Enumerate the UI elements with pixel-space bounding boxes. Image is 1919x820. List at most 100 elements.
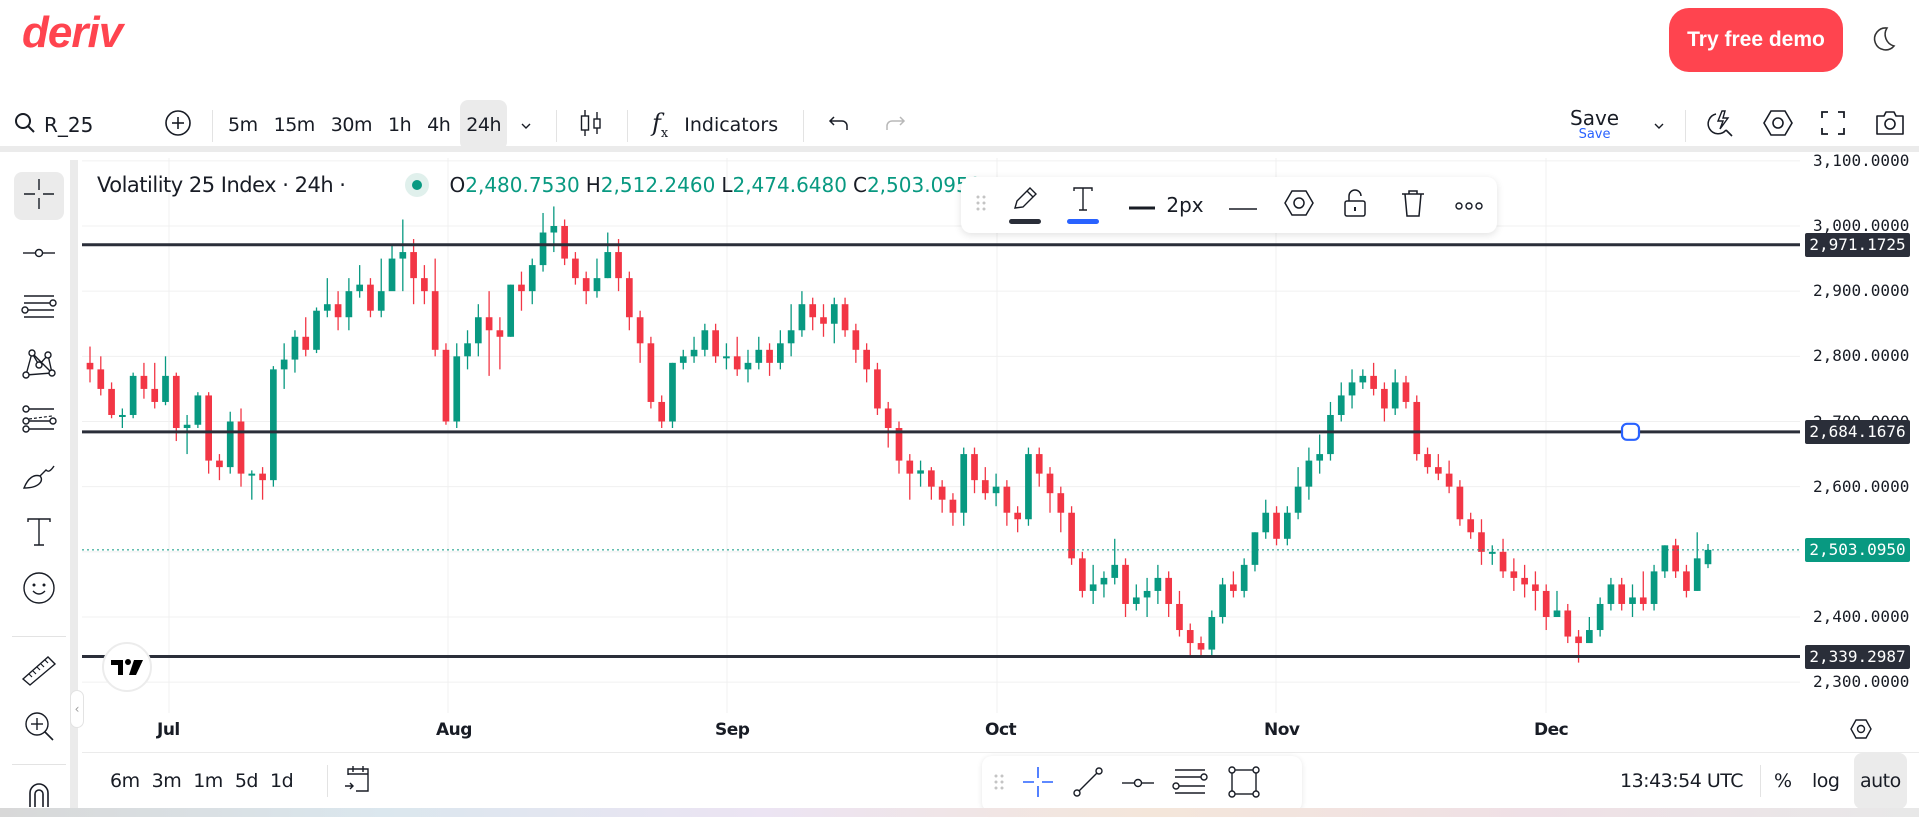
percent-scale-toggle[interactable]: % <box>1774 770 1792 792</box>
candlestick-plot[interactable] <box>82 158 1919 752</box>
timeframe-1h[interactable]: 1h <box>387 114 412 136</box>
settings-button[interactable] <box>1762 100 1794 150</box>
pattern-tool[interactable] <box>14 342 64 390</box>
symbol-search[interactable]: R_25 <box>14 100 93 150</box>
timeframe-group: 5m 15m 30m 1h 4h 24h <box>222 100 533 150</box>
delete-button[interactable] <box>1393 177 1433 233</box>
save-dropdown[interactable] <box>1652 100 1666 150</box>
quick-search-button[interactable] <box>1706 100 1736 150</box>
price-tick: 2,800.0000 <box>1813 346 1910 366</box>
search-icon <box>14 112 36 139</box>
close-label: C <box>852 173 867 197</box>
timeframe-24h[interactable]: 24h <box>460 100 507 150</box>
go-to-date-button[interactable] <box>342 753 372 809</box>
log-scale-toggle[interactable]: log <box>1812 770 1840 792</box>
timeframe-5m[interactable]: 5m <box>228 114 258 136</box>
channel-tool[interactable] <box>1168 756 1212 812</box>
rectangle-tool[interactable] <box>1222 756 1266 812</box>
low-value: 2,474.6480 <box>732 173 847 197</box>
chevron-down-icon[interactable] <box>519 114 533 136</box>
channel-tool[interactable] <box>14 286 64 334</box>
current-price-label: 2,503.0950 <box>1805 537 1910 562</box>
parallel-lines-icon <box>1171 766 1209 802</box>
fib-tool[interactable] <box>14 398 64 446</box>
crosshair-tool[interactable] <box>1016 756 1060 812</box>
horizontal-line-tool[interactable] <box>1116 756 1160 812</box>
divider <box>12 636 66 637</box>
text-icon <box>24 516 54 552</box>
chevron-down-icon <box>1652 114 1666 136</box>
try-free-demo-button[interactable]: Try free demo <box>1669 8 1843 72</box>
pencil-icon <box>1011 186 1039 216</box>
indicators-button[interactable]: fx Indicators <box>652 100 778 150</box>
text-color-button[interactable] <box>1063 177 1103 233</box>
save-button[interactable]: Save Save <box>1570 100 1619 150</box>
line-width-icon <box>1128 196 1156 215</box>
more-options-button[interactable] <box>1449 177 1489 233</box>
line-color-swatch <box>1009 219 1041 224</box>
divider <box>556 110 557 142</box>
more-horizontal-icon <box>1454 196 1484 215</box>
horizontal-line-price-label: 2,971.1725 <box>1805 232 1910 257</box>
drag-handle[interactable] <box>969 177 993 233</box>
line-properties-toolbar: 2px <box>961 177 1497 233</box>
deriv-logo[interactable]: deriv <box>22 8 123 57</box>
timeframe-15m[interactable]: 15m <box>273 114 316 136</box>
drawing-settings-button[interactable] <box>1279 177 1319 233</box>
range-3m[interactable]: 3m <box>151 770 182 792</box>
time-tick: Dec <box>1534 720 1569 740</box>
chevron-left-icon: ‹ <box>74 702 80 716</box>
settings-hex-icon <box>1850 719 1872 744</box>
moon-icon[interactable] <box>1868 24 1898 54</box>
line-drag-handle[interactable] <box>1620 422 1641 441</box>
site-header: deriv Try free demo <box>0 0 1919 90</box>
horizontal-line-price-label: 2,339.2987 <box>1805 644 1910 669</box>
utc-clock[interactable]: 13:43:54 UTC <box>1620 770 1744 792</box>
measure-tool[interactable] <box>14 648 64 696</box>
instrument-title[interactable]: Volatility 25 Index · 24h · <box>97 173 346 197</box>
crosshair-tool[interactable] <box>14 172 64 220</box>
tradingview-logo[interactable] <box>102 642 152 692</box>
timeframe-30m[interactable]: 30m <box>330 114 373 136</box>
brush-tool[interactable] <box>14 454 64 502</box>
drag-dots-icon <box>993 772 1005 796</box>
emoji-tool[interactable] <box>14 566 64 614</box>
lock-button[interactable] <box>1335 177 1375 233</box>
magnet-tool[interactable] <box>14 772 64 820</box>
line-width-button[interactable]: 2px <box>1121 177 1211 233</box>
timeframe-4h[interactable]: 4h <box>427 114 451 136</box>
indicators-label: Indicators <box>684 114 779 136</box>
live-status-icon <box>405 173 430 197</box>
undo-button[interactable] <box>828 100 850 150</box>
high-label: H <box>585 173 601 197</box>
undo-icon <box>828 113 850 138</box>
redo-button[interactable] <box>884 100 906 150</box>
divider <box>803 110 804 142</box>
range-5d[interactable]: 5d <box>234 770 259 792</box>
parallel-lines-icon <box>20 292 58 328</box>
zoom-in-tool[interactable] <box>14 704 64 752</box>
axis-settings-button[interactable] <box>1850 718 1872 744</box>
lightning-search-icon <box>1706 108 1736 143</box>
text-tool[interactable] <box>14 510 64 558</box>
chart-type-button[interactable] <box>578 100 604 150</box>
price-tick: 2,300.0000 <box>1813 672 1910 692</box>
range-1m[interactable]: 1m <box>193 770 223 792</box>
collapse-sidebar-button[interactable]: ‹ <box>70 690 84 728</box>
fullscreen-button[interactable] <box>1820 100 1846 150</box>
camera-icon <box>1874 109 1906 142</box>
auto-scale-toggle[interactable]: auto <box>1854 753 1907 809</box>
compare-symbol-button[interactable] <box>164 100 192 150</box>
price-chart[interactable] <box>82 158 1919 752</box>
line-color-button[interactable] <box>1005 177 1045 233</box>
trend-line-tool[interactable] <box>1066 756 1110 812</box>
page-footer-gradient <box>0 808 1919 817</box>
zoom-in-icon <box>22 709 56 747</box>
line-style-button[interactable] <box>1223 177 1263 233</box>
range-1d[interactable]: 1d <box>269 770 294 792</box>
drag-handle[interactable] <box>988 756 1010 812</box>
settings-hex-icon <box>1762 108 1794 143</box>
horizontal-ray-tool[interactable] <box>14 230 64 278</box>
screenshot-button[interactable] <box>1874 100 1906 150</box>
range-6m[interactable]: 6m <box>110 770 140 792</box>
